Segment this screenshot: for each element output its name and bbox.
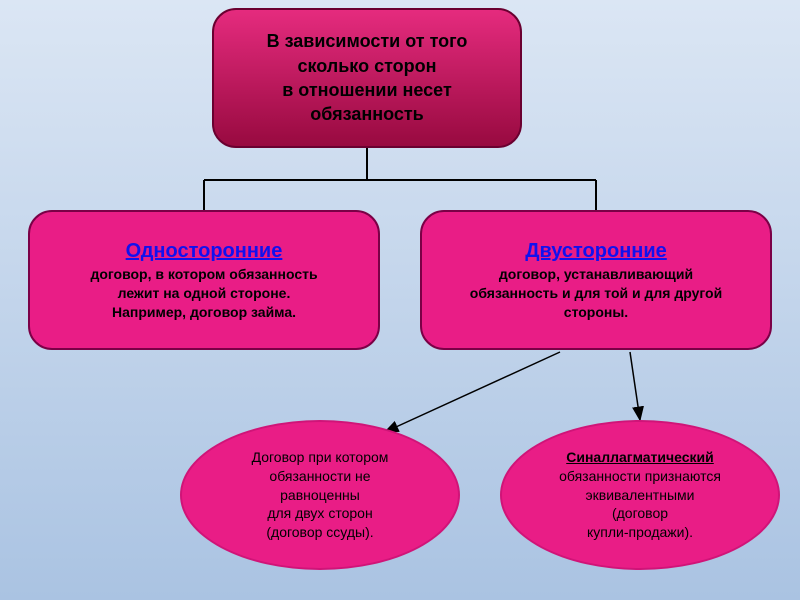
- root-node: В зависимости от тогосколько сторонв отн…: [212, 8, 522, 148]
- diagram-canvas: В зависимости от тогосколько сторонв отн…: [0, 0, 800, 600]
- ellipse-node-0: Договор при которомобязанности неравноце…: [180, 420, 460, 570]
- child-node-1: Двусторонниедоговор, устанавливающийобяз…: [420, 210, 772, 350]
- child-node-0: Односторонниедоговор, в котором обязанно…: [28, 210, 380, 350]
- ellipse-node-1: Синаллагматическийобязанности признаются…: [500, 420, 780, 570]
